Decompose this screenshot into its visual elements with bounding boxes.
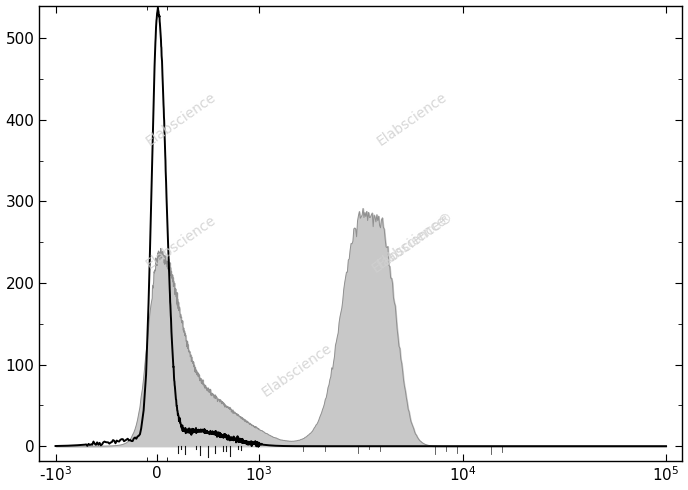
Text: Elabscience: Elabscience [143,90,219,148]
Text: Elabscience: Elabscience [143,213,219,271]
Text: Elabscience: Elabscience [259,341,334,399]
Text: Elabscience: Elabscience [374,90,450,148]
Text: Elabscience: Elabscience [374,213,450,271]
Text: Elabscience®: Elabscience® [369,209,455,275]
